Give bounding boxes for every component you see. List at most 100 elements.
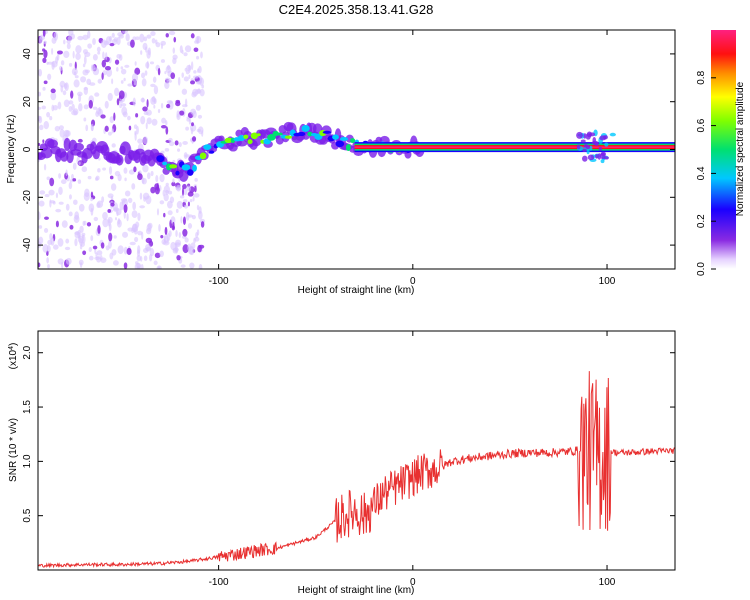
heatmap-noise-cell [153, 260, 158, 266]
heatmap-noise-cell [77, 179, 82, 184]
heatmap-noise-cell [156, 208, 160, 216]
heatmap-x-tick-label: 100 [599, 276, 616, 287]
heatmap-noise-cell [73, 79, 80, 88]
heatmap-track-core [350, 138, 356, 144]
heatmap-noise-cell [50, 237, 55, 246]
heatmap-noise-cell [65, 257, 72, 265]
heatmap-noise-cell [120, 198, 128, 202]
heatmap-burst-cell [582, 148, 587, 152]
heatmap-noise-cell [141, 72, 146, 79]
heatmap-noise-cell [43, 40, 47, 45]
heatmap-noise-cell [38, 91, 42, 97]
heatmap-noise-cell [141, 78, 147, 87]
heatmap-noise-cell [123, 167, 128, 174]
heatmap-panel: -100 0 100 -40 -20 0 20 40 Height of straight … [6, 29, 676, 296]
heatmap-noise-cell [107, 216, 113, 224]
heatmap-noise-cell [150, 186, 156, 194]
heatmap-noise-cell [175, 101, 181, 107]
heatmap-burst-cell [576, 131, 583, 139]
heatmap-noise-cell [137, 138, 143, 144]
heatmap-noise-cell [88, 246, 92, 253]
heatmap-noise-cell [96, 46, 101, 53]
heatmap-noise-cell [132, 201, 137, 211]
heatmap-noise-cell [145, 243, 151, 251]
heatmap-noise-cell [157, 67, 161, 76]
heatmap-noise-cell [168, 30, 176, 36]
heatmap-track-core [224, 137, 233, 144]
heatmap-burst-cell [586, 149, 590, 155]
heatmap-noise-cell [175, 230, 178, 238]
heatmap-noise-cell [82, 49, 88, 55]
heatmap-noise-cell [77, 138, 83, 143]
heatmap-noise-cell [97, 168, 101, 173]
heatmap-noise-cell [124, 190, 131, 197]
heatmap-noise-cell [72, 178, 77, 182]
heatmap-noise-cell [132, 223, 137, 233]
heatmap-noise-cell [71, 67, 78, 76]
heatmap-noise-cell [78, 93, 82, 103]
heatmap-noise-cell [58, 65, 63, 71]
heatmap-noise-cell [176, 200, 183, 209]
heatmap-noise-cell [160, 43, 164, 50]
heatmap-noise-cell [140, 263, 144, 269]
heatmap-noise-cell [142, 136, 149, 145]
heatmap-noise-cell [123, 262, 128, 269]
heatmap-noise-cell [44, 216, 49, 220]
heatmap-noise-cell [174, 140, 179, 146]
heatmap-noise-cell [78, 161, 81, 165]
heatmap-noise-cell [178, 142, 182, 148]
heatmap-noise-cell [161, 117, 167, 124]
heatmap-noise-cell [63, 39, 66, 45]
heatmap-noise-cell [190, 127, 194, 135]
heatmap-noise-cell [108, 166, 113, 175]
heatmap-noise-cell [131, 183, 136, 190]
heatmap-noise-cell [183, 188, 188, 196]
heatmap-noise-cell [116, 98, 120, 106]
heatmap-noise-cell [182, 228, 188, 237]
heatmap-noise-cell [147, 222, 153, 229]
heatmap-noise-cell [42, 139, 45, 144]
heatmap-noise-cell [188, 118, 192, 125]
heatmap-noise-cell [38, 115, 43, 124]
heatmap-noise-cell [57, 238, 64, 247]
heatmap-noise-cell [184, 154, 191, 158]
colorbar-tick-label: 0.8 [696, 70, 707, 84]
heatmap-noise-cell [142, 164, 149, 173]
heatmap-noise-cell [170, 241, 176, 251]
heatmap-burst-cell [609, 132, 616, 137]
colorbar-tick-label: 0.6 [696, 118, 707, 132]
heatmap-noise-cell [96, 250, 103, 256]
heatmap-noise-cell [165, 120, 168, 126]
heatmap-track-core [250, 132, 258, 140]
heatmap-noise-cell [177, 76, 181, 86]
heatmap-noise-cell [193, 75, 199, 79]
heatmap-noise-cell [146, 99, 149, 108]
heatmap-noise-cell [165, 126, 169, 135]
heatmap-noise-cell [198, 206, 202, 214]
heatmap-noise-cell [41, 105, 47, 110]
heatmap-noise-cell [187, 223, 193, 229]
heatmap-noise-cell [87, 43, 93, 49]
heatmap-noise-cell [139, 33, 145, 43]
heatmap-noise-cell [39, 190, 46, 195]
heatmap-noise-cell [104, 125, 109, 132]
snr-x-ticks: -100 0 100 [209, 331, 616, 588]
heatmap-noise-cell [78, 103, 83, 112]
heatmap-noise-cell [108, 240, 112, 249]
heatmap-noise-cell [132, 97, 136, 107]
heatmap-noise-cell [111, 78, 114, 85]
heatmap-noise-cell [42, 48, 46, 52]
heatmap-noise-cell [105, 52, 108, 61]
heatmap-noise-cell [145, 122, 148, 130]
heatmap-noise-cell [190, 61, 194, 71]
colorbar-gradient [711, 30, 736, 269]
heatmap-noise-cell [42, 243, 49, 253]
colorbar-tick-label: 0.2 [696, 214, 707, 228]
heatmap-noise-cell [165, 33, 169, 38]
heatmap-track-cell [63, 137, 71, 152]
heatmap-noise-cell [134, 61, 137, 66]
heatmap-noise-cell [43, 80, 48, 85]
heatmap-noise-cell [182, 141, 188, 145]
heatmap-noise-cell [180, 264, 186, 268]
heatmap-noise-cell [146, 172, 151, 180]
